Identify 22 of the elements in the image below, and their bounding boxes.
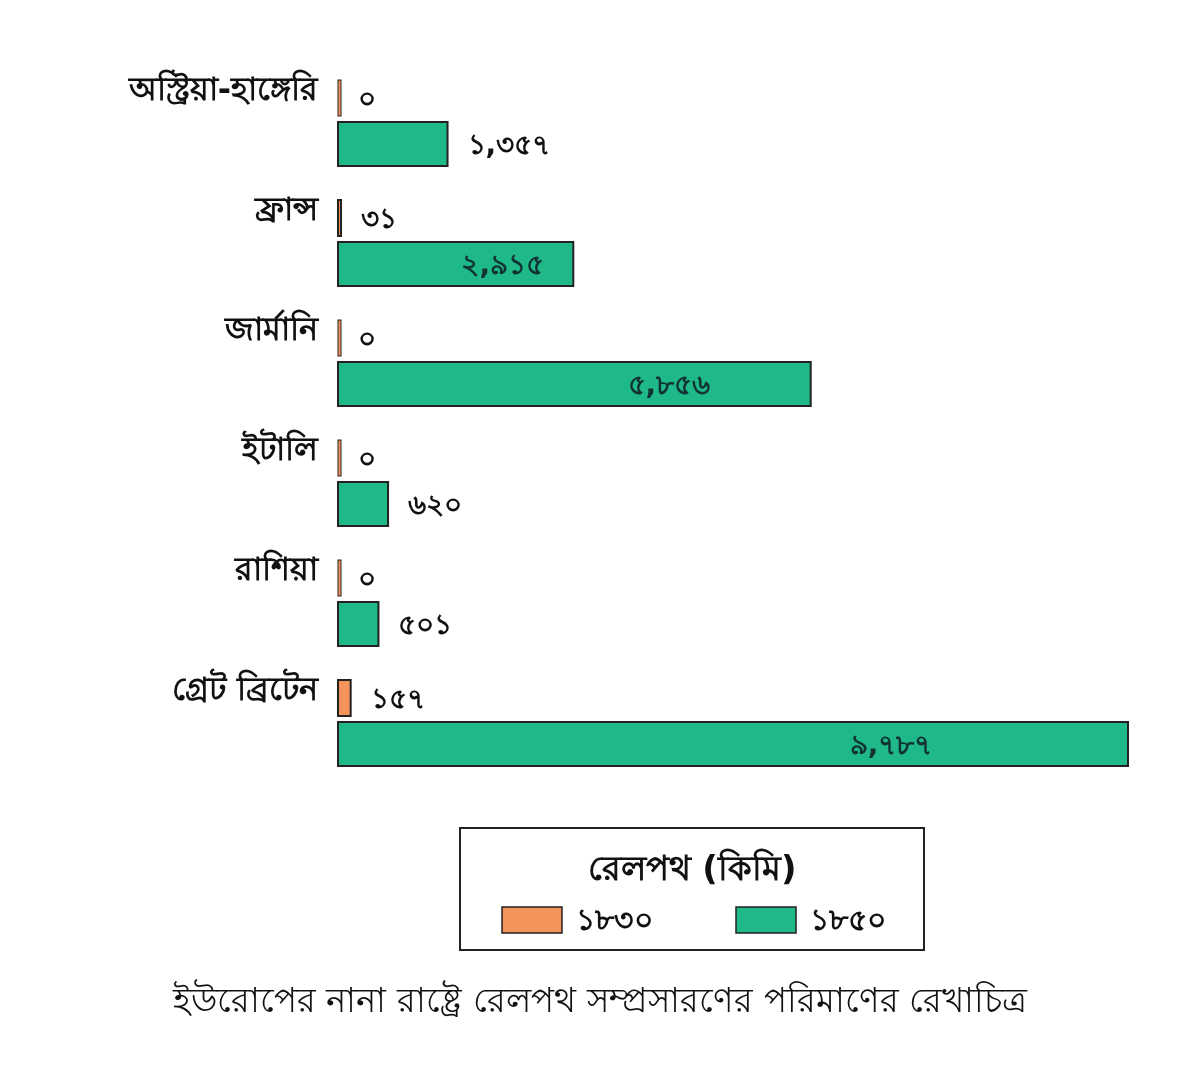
legend-label: ১৮৩০ (576, 902, 654, 937)
legend-label: ১৮৫০ (810, 902, 887, 937)
data-label: ১,৩৫৭ (467, 128, 551, 161)
y-tick-label: অস্ট্রিয়া-হাঙ্গেরি (127, 69, 319, 108)
y-tick-label: গ্রেট ব্রিটেন (171, 668, 320, 708)
data-label: ৫০১ (398, 608, 453, 641)
y-tick-label: রাশিয়া (234, 549, 320, 588)
data-label: ১৫৭ (370, 682, 425, 715)
y-tick-label: ইটালি (241, 428, 319, 468)
data-label: ৫,৮৫৬ (627, 368, 711, 401)
data-label: ০ (358, 442, 376, 475)
y-tick-label: ফ্রান্স (254, 190, 320, 228)
data-label: ০ (358, 322, 376, 355)
data-label: ০ (358, 82, 376, 115)
data-label: ০ (358, 562, 376, 595)
data-label: ৩১ (360, 202, 397, 235)
data-label: ৯,৭৮৭ (849, 728, 933, 761)
data-label: ২,৯১৫ (461, 248, 545, 281)
y-tick-label: জার্মানি (224, 309, 320, 348)
text: ইউরোপের নানা রাষ্ট্রে রেলপথ সম্প্রসারণের পরিমাণের রেখাচিত্র (171, 979, 1029, 1020)
data-label: ৬২০ (408, 488, 463, 521)
legend-title: রেলপথ (কিমি) (587, 848, 797, 888)
